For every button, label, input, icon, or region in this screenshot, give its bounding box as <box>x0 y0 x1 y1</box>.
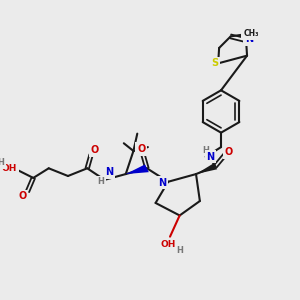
Text: H: H <box>97 177 104 186</box>
Polygon shape <box>196 164 217 174</box>
Polygon shape <box>126 164 149 174</box>
Text: O: O <box>91 145 99 155</box>
Text: S: S <box>212 58 219 68</box>
Text: O: O <box>225 147 233 157</box>
Text: OH: OH <box>2 164 17 173</box>
Text: CH₃: CH₃ <box>243 29 259 38</box>
Text: N: N <box>245 34 253 44</box>
Text: N: N <box>206 152 214 162</box>
Text: N: N <box>158 178 166 188</box>
Text: O: O <box>19 191 27 201</box>
Text: H: H <box>202 146 209 154</box>
Text: O: O <box>137 144 145 154</box>
Text: H: H <box>0 158 4 167</box>
Text: OH: OH <box>160 240 176 249</box>
Text: N: N <box>105 167 113 177</box>
Text: H: H <box>176 246 183 255</box>
